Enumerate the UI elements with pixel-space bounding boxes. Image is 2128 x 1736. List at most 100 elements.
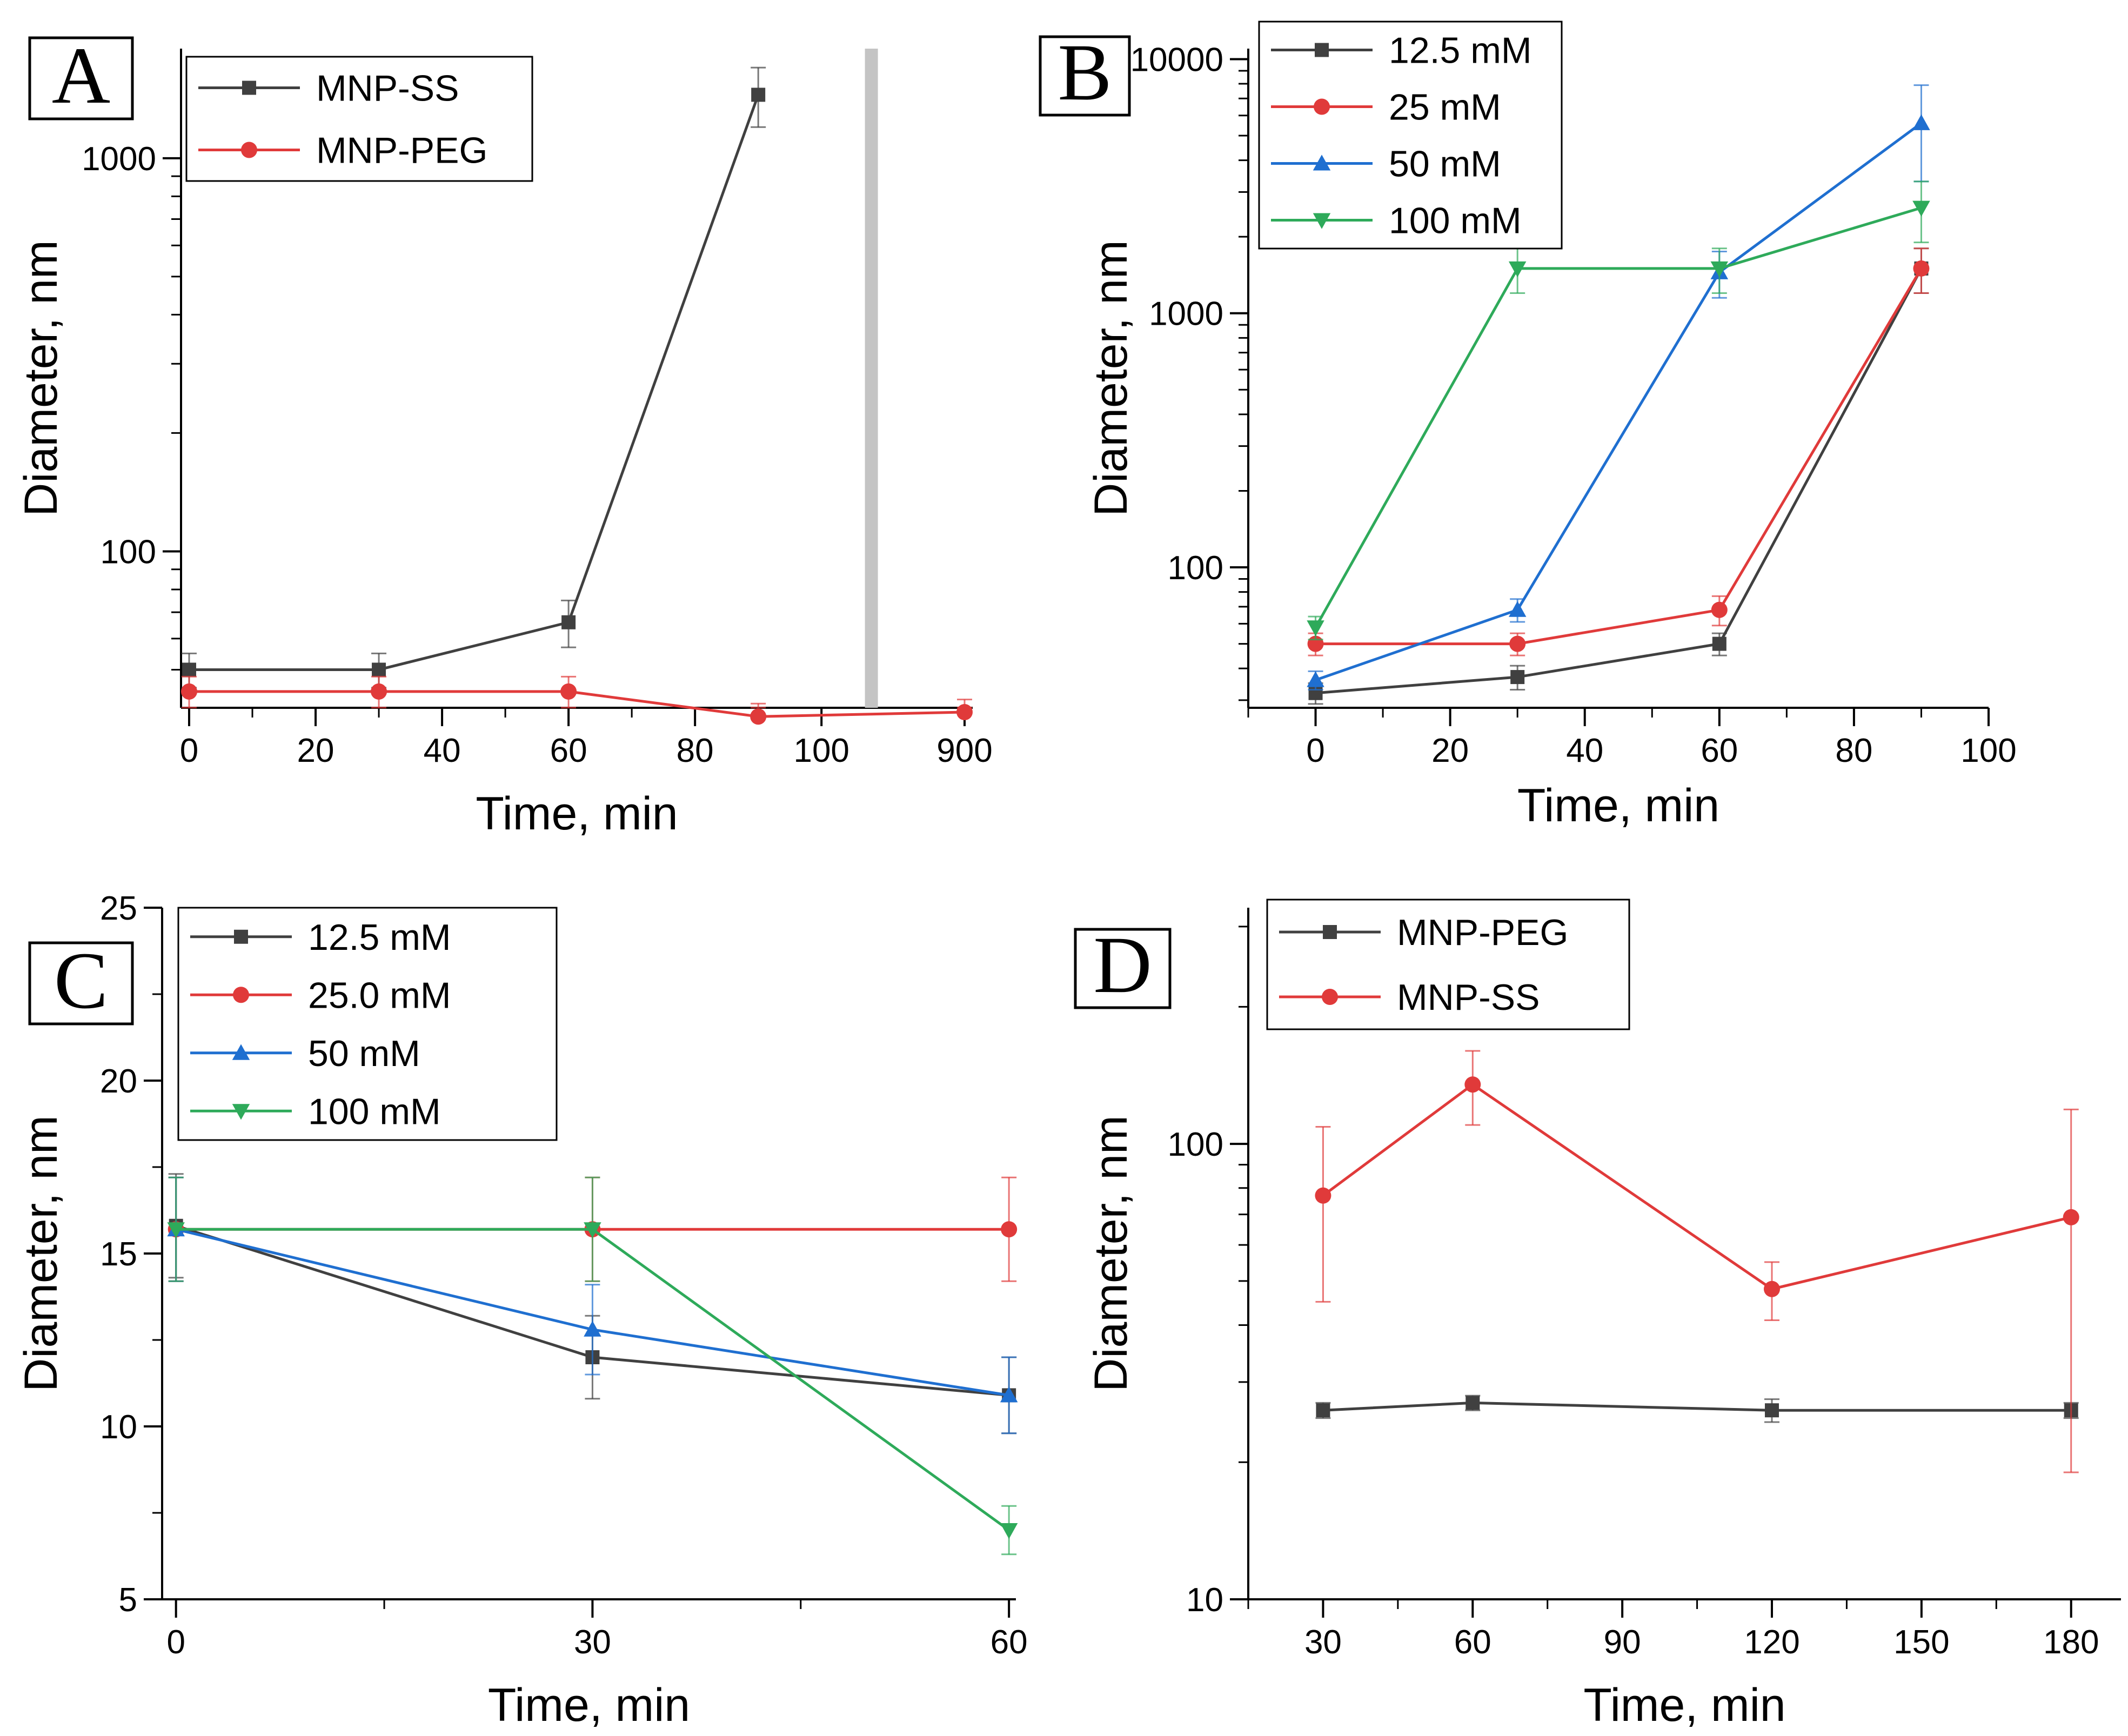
panel-letter: C bbox=[54, 936, 108, 1025]
x-tick-label: 900 bbox=[936, 732, 992, 769]
y-tick-label: 100 bbox=[1168, 549, 1223, 587]
legend-box bbox=[1258, 21, 1563, 250]
data-point bbox=[1509, 635, 1526, 652]
series-100-mm bbox=[1307, 180, 1930, 641]
legend-marker bbox=[1313, 213, 1331, 229]
data-point bbox=[1315, 1187, 1331, 1204]
x-tick-label: 60 bbox=[1454, 1624, 1491, 1661]
x-tick-label: 80 bbox=[677, 732, 714, 769]
data-point bbox=[1000, 1523, 1018, 1539]
x-tick-label: 30 bbox=[1304, 1624, 1342, 1661]
x-tick-label: 60 bbox=[1701, 732, 1738, 769]
data-point bbox=[560, 683, 577, 700]
panel-d: 30 60 90 120 150 180 10 100 Time, min Diameter, n… bbox=[1074, 899, 2121, 1731]
x-tick-label: 100 bbox=[1960, 732, 2016, 769]
legend-label: MNP-PEG bbox=[1397, 912, 1568, 953]
y-axis-title: Diameter, nm bbox=[1085, 1115, 1137, 1391]
series-line bbox=[189, 690, 965, 718]
legend-label: 25 mM bbox=[1389, 87, 1501, 128]
legend-label: MNP-SS bbox=[316, 68, 459, 109]
y-tick-label: 25 bbox=[100, 890, 137, 927]
series-25-mm bbox=[1307, 247, 1930, 656]
legend-marker bbox=[1314, 98, 1330, 115]
data-point bbox=[1711, 601, 1728, 618]
panel-b: 0 20 40 60 80 100 100 1000 10000 Time, min Diamete… bbox=[1039, 21, 2017, 832]
data-point bbox=[372, 662, 386, 677]
data-point bbox=[1510, 670, 1525, 685]
data-point bbox=[182, 662, 196, 677]
y-tick-label: 20 bbox=[100, 1063, 137, 1100]
panel-c: 0 30 60 5 10 15 20 25 Time, min Diameter, nm 12.5 … bbox=[15, 890, 1028, 1731]
panel-letter: B bbox=[1058, 28, 1112, 117]
x-tick-label: 60 bbox=[550, 732, 587, 769]
y-tick-label: 15 bbox=[100, 1236, 137, 1273]
legend-label: MNP-PEG bbox=[316, 130, 487, 171]
series-line bbox=[1315, 267, 1923, 695]
legend-box bbox=[185, 56, 533, 182]
data-point bbox=[561, 615, 576, 629]
panel-letter-box bbox=[1039, 35, 1131, 117]
series-mnp-ss bbox=[182, 66, 766, 689]
legend-label: 25.0 mM bbox=[308, 975, 451, 1016]
data-point bbox=[1465, 1396, 1480, 1410]
x-tick-label: 90 bbox=[1604, 1624, 1641, 1661]
legend-label: 100 mM bbox=[1389, 200, 1522, 242]
legend-marker bbox=[232, 1044, 250, 1060]
data-point bbox=[181, 683, 197, 700]
data-point bbox=[1307, 620, 1324, 636]
x-tick-label: 40 bbox=[1566, 732, 1603, 769]
series-mnp-peg bbox=[1315, 1395, 2079, 1423]
x-tick-label: 150 bbox=[1893, 1624, 1949, 1661]
data-point bbox=[1912, 200, 1930, 217]
panel-letter-box bbox=[1074, 928, 1172, 1009]
x-tick-label: 0 bbox=[180, 732, 198, 769]
panel-letter: A bbox=[52, 31, 110, 120]
data-point bbox=[1001, 1221, 1018, 1238]
data-point bbox=[1316, 1403, 1330, 1418]
data-point bbox=[1307, 671, 1324, 687]
data-point bbox=[751, 88, 766, 102]
legend-marker bbox=[242, 81, 256, 95]
legend: MNP-PEG MNP-SS bbox=[1266, 899, 1630, 1030]
x-tick-label: 30 bbox=[574, 1624, 611, 1661]
data-point bbox=[1712, 636, 1727, 651]
series-line bbox=[1322, 1083, 2072, 1291]
y-tick-label: 10 bbox=[1186, 1581, 1223, 1619]
x-tick-label: 80 bbox=[1835, 732, 1872, 769]
legend-marker bbox=[234, 929, 248, 944]
data-point bbox=[2063, 1209, 2079, 1225]
data-point bbox=[956, 704, 973, 721]
x-tick-label: 0 bbox=[1306, 732, 1324, 769]
legend-label: 50 mM bbox=[1389, 144, 1501, 185]
panel-a: 0 20 40 60 80 100 900 100 1000 Time, min Diameter,… bbox=[15, 31, 993, 840]
data-point bbox=[1508, 601, 1527, 617]
series-line bbox=[189, 94, 760, 671]
x-tick-label: 60 bbox=[991, 1624, 1028, 1661]
legend-box bbox=[1266, 899, 1630, 1030]
panel-letter: D bbox=[1093, 920, 1152, 1010]
x-tick-label: 180 bbox=[2043, 1624, 2099, 1661]
data-point bbox=[1710, 261, 1729, 278]
legend: 12.5 mM 25 mM 50 mM 100 mM bbox=[1258, 21, 1563, 250]
axis-break-bar bbox=[865, 49, 878, 708]
series-mnp-ss bbox=[1315, 1050, 2079, 1473]
legend-marker bbox=[1322, 989, 1338, 1005]
data-point bbox=[167, 1222, 185, 1238]
legend-label: 12.5 mM bbox=[308, 917, 451, 958]
data-point bbox=[1764, 1281, 1780, 1297]
data-point bbox=[750, 708, 767, 725]
legend-label: 12.5 mM bbox=[1389, 30, 1532, 71]
legend: MNP-SS MNP-PEG bbox=[185, 56, 533, 182]
data-point bbox=[1912, 114, 1930, 130]
x-axis-title: Time, min bbox=[488, 1679, 690, 1731]
data-point bbox=[1508, 261, 1527, 278]
data-point bbox=[1000, 1386, 1018, 1403]
y-axis-title: Diameter, nm bbox=[15, 1115, 67, 1391]
legend-label: 100 mM bbox=[308, 1091, 441, 1132]
y-axis-title: Diameter, nm bbox=[1085, 240, 1137, 516]
data-point bbox=[584, 1222, 601, 1238]
x-tick-label: 40 bbox=[424, 732, 461, 769]
panel-letter-box bbox=[28, 36, 134, 120]
y-tick-label: 5 bbox=[119, 1581, 137, 1619]
